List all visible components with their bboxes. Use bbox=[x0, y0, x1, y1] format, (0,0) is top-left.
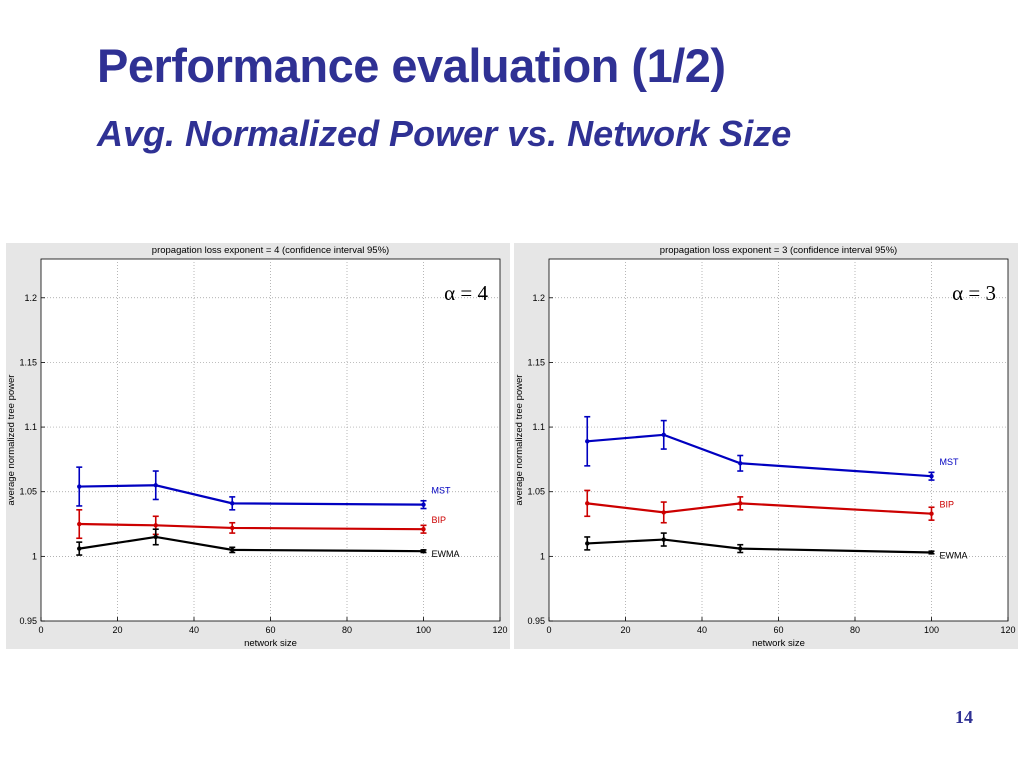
y-tick-label: 1.05 bbox=[19, 487, 37, 497]
y-tick-label: 1.15 bbox=[527, 357, 545, 367]
chart-alpha-4: 0 20 40 60 80 100 120 0.95 1 1.05 1.1 1.15 1.2 propag… bbox=[6, 245, 508, 649]
slide-subtitle: Avg. Normalized Power vs. Network Size bbox=[97, 113, 792, 154]
x-tick-label: 20 bbox=[112, 625, 122, 635]
x-tick-label: 80 bbox=[850, 625, 860, 635]
y-tick-label: 0.95 bbox=[527, 616, 545, 626]
x-tick-label: 100 bbox=[924, 625, 939, 635]
y-tick-label: 0.95 bbox=[19, 616, 37, 626]
series-label-ewma: EWMA bbox=[432, 549, 460, 559]
data-point-ewma bbox=[738, 546, 743, 551]
x-tick-label: 0 bbox=[38, 625, 43, 635]
data-point-bip bbox=[153, 523, 158, 528]
y-tick-label: 1 bbox=[32, 551, 37, 561]
data-point-bip bbox=[661, 510, 666, 515]
data-point-mst bbox=[153, 483, 158, 488]
data-point-bip bbox=[421, 527, 426, 532]
data-point-ewma bbox=[585, 541, 590, 546]
series-label-bip: BIP bbox=[432, 515, 447, 525]
y-tick-label: 1.2 bbox=[24, 293, 37, 303]
x-tick-label: 120 bbox=[1000, 625, 1015, 635]
data-point-ewma bbox=[929, 550, 934, 555]
x-axis-label: network size bbox=[244, 638, 297, 649]
chart-title: propagation loss exponent = 4 (confidenc… bbox=[152, 245, 389, 256]
x-tick-label: 40 bbox=[189, 625, 199, 635]
series-label-ewma: EWMA bbox=[940, 550, 968, 560]
x-tick-label: 40 bbox=[697, 625, 707, 635]
y-axis-label: average normalized tree power bbox=[514, 375, 525, 506]
data-point-ewma bbox=[230, 547, 235, 553]
y-tick-label: 1 bbox=[540, 551, 545, 561]
x-tick-label: 100 bbox=[416, 625, 431, 635]
data-point-mst bbox=[738, 461, 743, 466]
chart-title: propagation loss exponent = 3 (confidenc… bbox=[660, 245, 897, 256]
data-point-mst bbox=[585, 439, 590, 444]
y-tick-label: 1.15 bbox=[19, 357, 37, 367]
data-point-mst bbox=[661, 432, 666, 438]
y-tick-label: 1.05 bbox=[527, 487, 545, 497]
alpha-annotation: α = 3 bbox=[952, 281, 996, 305]
data-point-mst bbox=[230, 501, 235, 506]
series-line-mst bbox=[79, 484, 424, 506]
x-tick-label: 60 bbox=[773, 625, 783, 635]
data-point-mst bbox=[929, 474, 934, 479]
series-label-bip: BIP bbox=[940, 500, 955, 510]
y-tick-label: 1.1 bbox=[24, 422, 37, 432]
series-line-mst bbox=[587, 433, 932, 478]
data-point-ewma bbox=[153, 534, 158, 540]
data-point-bip bbox=[929, 511, 934, 516]
data-point-bip bbox=[230, 525, 235, 531]
data-point-mst bbox=[77, 484, 82, 489]
x-tick-label: 20 bbox=[620, 625, 630, 635]
series-line-ewma bbox=[79, 535, 424, 553]
chart-alpha-3: 0 20 40 60 80 100 120 0.95 1 1.05 1.1 1.15 1.2 propag… bbox=[514, 245, 1016, 649]
y-axis-label: average normalized tree power bbox=[6, 375, 17, 506]
series-label-mst: MST bbox=[940, 457, 960, 467]
slide-number: 14 bbox=[955, 707, 973, 727]
x-axis-label: network size bbox=[752, 638, 805, 649]
data-point-mst bbox=[421, 502, 426, 507]
slide-title: Performance evaluation (1/2) bbox=[97, 39, 726, 92]
x-tick-label: 80 bbox=[342, 625, 352, 635]
chart-panel-alpha-3: 0 20 40 60 80 100 120 0.95 1 1.05 1.1 1.15 1.2 propag… bbox=[514, 243, 1018, 649]
data-point-ewma bbox=[421, 548, 426, 554]
series-line-bip bbox=[587, 502, 932, 515]
chart-panel-alpha-4: 0 20 40 60 80 100 120 0.95 1 1.05 1.1 1.15 1.2 propag… bbox=[6, 243, 510, 649]
data-point-bip bbox=[585, 501, 590, 506]
data-point-bip bbox=[77, 521, 82, 527]
y-tick-label: 1.1 bbox=[532, 422, 545, 432]
series-label-mst: MST bbox=[432, 486, 452, 496]
data-point-ewma bbox=[661, 537, 666, 542]
series-line-bip bbox=[79, 522, 424, 531]
x-tick-label: 120 bbox=[492, 625, 507, 635]
data-point-bip bbox=[738, 501, 743, 506]
series-line-ewma bbox=[587, 538, 932, 554]
x-tick-label: 60 bbox=[265, 625, 275, 635]
x-tick-label: 0 bbox=[546, 625, 551, 635]
alpha-annotation: α = 4 bbox=[444, 281, 488, 305]
y-tick-label: 1.2 bbox=[532, 293, 545, 303]
data-point-ewma bbox=[77, 546, 82, 551]
